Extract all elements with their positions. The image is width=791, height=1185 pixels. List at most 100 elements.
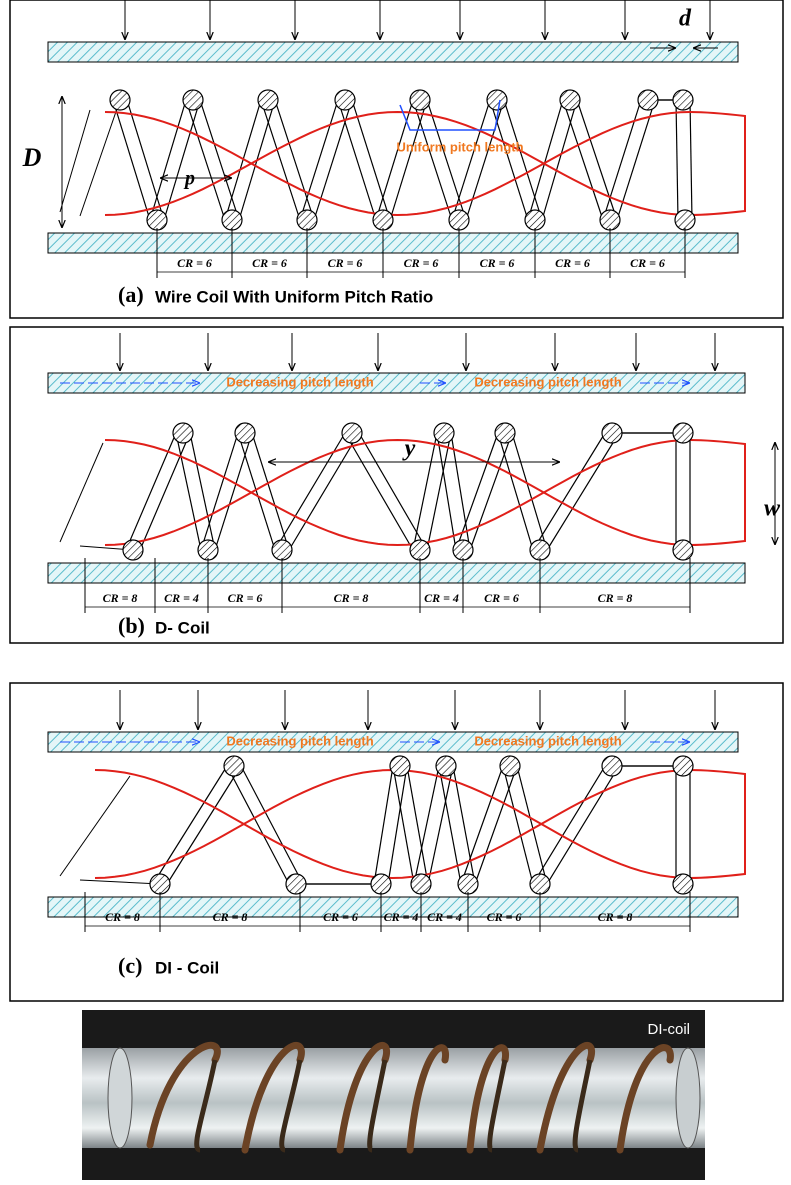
cr-label: CR = 6 xyxy=(177,256,212,270)
wire-section xyxy=(530,874,550,894)
cr-label: CR = 8 xyxy=(105,910,140,924)
wire xyxy=(241,766,303,884)
annotation: Decreasing pitch length xyxy=(226,733,373,748)
wire xyxy=(252,433,289,550)
cr-label: CR = 6 xyxy=(487,910,522,924)
wire-section xyxy=(675,210,695,230)
figure: DI-coil CR = 6CR = 6CR = 6CR = 6CR = 6CR… xyxy=(0,0,791,1180)
wire xyxy=(676,100,678,220)
wire xyxy=(452,100,490,220)
wire xyxy=(388,766,407,884)
cr-label: CR = 8 xyxy=(598,591,633,605)
wire xyxy=(547,433,619,550)
wire xyxy=(164,100,200,220)
wire xyxy=(690,100,692,220)
wire xyxy=(60,443,103,542)
wire xyxy=(60,776,130,876)
wire-section xyxy=(198,540,218,560)
tube-wall xyxy=(48,233,738,253)
wire-section xyxy=(410,90,430,110)
wire xyxy=(176,433,201,550)
flow-curve xyxy=(95,770,690,878)
wire-section xyxy=(600,210,620,230)
cr-label: CR = 4 xyxy=(427,910,462,924)
cr-label: CR = 6 xyxy=(484,591,519,605)
wire-section xyxy=(449,210,469,230)
cr-label: CR = 4 xyxy=(384,910,419,924)
wire-section xyxy=(222,210,242,230)
wire xyxy=(289,433,359,550)
wire-section xyxy=(411,874,431,894)
wire-section xyxy=(638,90,658,110)
tube-wall xyxy=(48,563,745,583)
annotation: Decreasing pitch length xyxy=(474,374,621,389)
flow-curve xyxy=(690,770,745,878)
wire xyxy=(345,433,413,550)
wire-section xyxy=(673,423,693,443)
wire xyxy=(352,100,390,220)
wire-section xyxy=(335,90,355,110)
wire xyxy=(190,433,215,550)
caption-label: (c) xyxy=(118,953,142,978)
wire xyxy=(413,433,437,550)
wire xyxy=(374,766,393,884)
cr-label: CR = 8 xyxy=(334,591,369,605)
wire-section xyxy=(673,90,693,110)
wire xyxy=(238,433,275,550)
wire xyxy=(490,100,528,220)
coil-panel: CR = 8 CR = 4 CR = 6 CR = 8 CR = 4 CR = 6 CR =… xyxy=(48,333,781,638)
coil-panel: CR = 8CR = 8CR = 6CR = 4CR = 4CR = 6CR =… xyxy=(48,690,745,978)
cr-label: CR = 6 xyxy=(404,256,439,270)
wire-section xyxy=(342,423,362,443)
cr-label: CR = 8 xyxy=(213,910,248,924)
flow-curve xyxy=(105,112,690,215)
wire-section xyxy=(110,90,130,110)
cr-label: CR = 6 xyxy=(252,256,287,270)
cr-label: CR = 4 xyxy=(164,591,199,605)
annotation: d xyxy=(679,6,692,32)
wire xyxy=(127,100,164,220)
wire xyxy=(498,433,533,550)
wire-section xyxy=(530,540,550,560)
wire-section xyxy=(183,90,203,110)
wire-section xyxy=(500,756,520,776)
flow-curve xyxy=(105,440,690,545)
photo-label: DI-coil xyxy=(647,1021,690,1038)
wire xyxy=(393,766,414,884)
wire xyxy=(376,100,413,220)
wire xyxy=(461,766,503,884)
cr-label: CR = 6 xyxy=(228,591,263,605)
wire-section xyxy=(224,756,244,776)
caption-label: (a) xyxy=(118,282,144,307)
wire-section xyxy=(673,756,693,776)
annotation: y xyxy=(402,436,416,462)
wire xyxy=(547,766,619,884)
annotation: Uniform pitch length xyxy=(396,139,523,154)
wire xyxy=(542,100,577,220)
wire-section xyxy=(286,874,306,894)
wire xyxy=(475,766,517,884)
caption-label: (b) xyxy=(118,613,145,638)
caption-title: D- Coil xyxy=(155,618,210,637)
cr-label: CR = 6 xyxy=(480,256,515,270)
cr-label: CR = 6 xyxy=(630,256,665,270)
flow-curve xyxy=(95,770,690,878)
wire xyxy=(466,100,504,220)
wire xyxy=(215,433,252,550)
wire xyxy=(113,100,150,220)
annotation: p xyxy=(183,168,195,190)
wire-section xyxy=(495,423,515,443)
flow-curve xyxy=(105,440,690,545)
wire xyxy=(227,766,289,884)
cr-label: CR = 6 xyxy=(323,910,358,924)
wire-section xyxy=(458,874,478,894)
flow-curve xyxy=(105,112,690,215)
wire-section xyxy=(602,423,622,443)
wire-section xyxy=(487,90,507,110)
wire xyxy=(150,100,186,220)
cr-label: CR = 4 xyxy=(424,591,459,605)
cr-label: CR = 8 xyxy=(103,591,138,605)
wire-section xyxy=(525,210,545,230)
wire xyxy=(528,100,563,220)
